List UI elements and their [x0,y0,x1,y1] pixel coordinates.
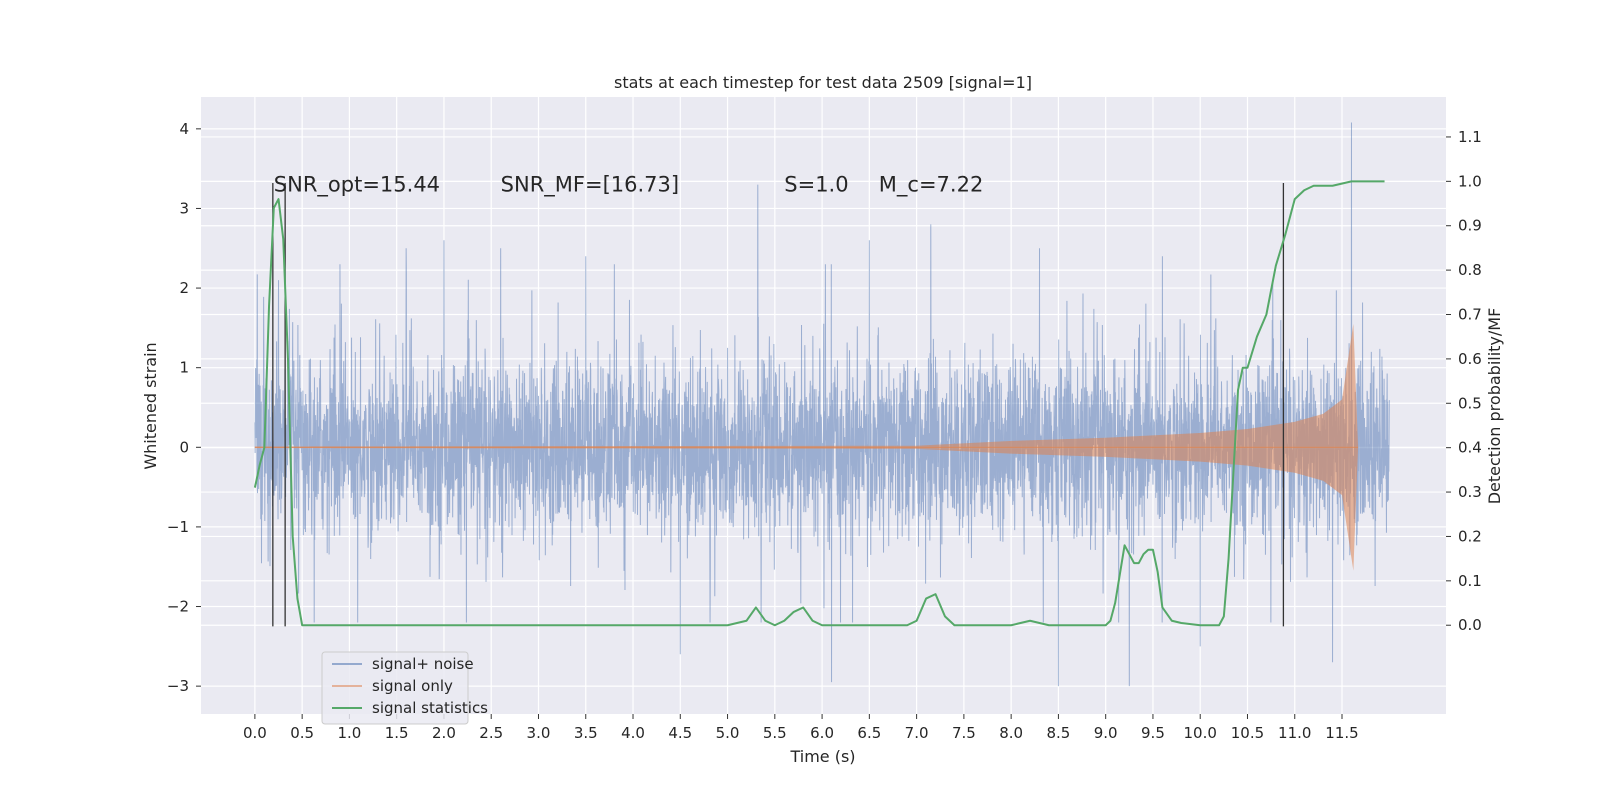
x-tick-label: 5.0 [716,724,740,742]
x-tick-label: 9.0 [1094,724,1118,742]
x-tick-label: 10.5 [1231,724,1264,742]
x-tick-label: 2.5 [479,724,503,742]
y-tick-label: 2 [179,279,189,297]
annotation-s-value: S=1.0 [784,173,848,197]
y-right-tick-label: 0.0 [1458,616,1482,634]
grid-lines [201,97,1446,714]
x-tick-label: 6.5 [857,724,881,742]
legend-label: signal+ noise [372,655,474,673]
series-signal-statistics [253,180,1385,627]
y-right-tick-label: 0.7 [1458,306,1482,324]
x-tick-label: 6.0 [810,724,834,742]
x-tick-label: 5.5 [763,724,787,742]
x-tick-label: 11.0 [1278,724,1311,742]
x-tick-label: 8.0 [999,724,1023,742]
series-signal-noise [254,122,1390,687]
vertical-markers [272,182,1285,627]
y-right-tick-label: 0.8 [1458,261,1482,279]
y-axis-label-right: Detection probability/MF [1485,308,1504,505]
y-right-tick-label: 1.0 [1458,172,1482,190]
legend-label: signal statistics [372,699,488,717]
signal-noise-line [254,122,1390,687]
y-right-tick-label: 0.5 [1458,394,1482,412]
y-right-tick-label: 0.4 [1458,439,1482,457]
x-tick-label: 11.5 [1325,724,1358,742]
x-tick-label: 9.5 [1141,724,1165,742]
y-right-tick-label: 0.6 [1458,350,1482,368]
x-tick-label: 8.5 [1046,724,1070,742]
y-right-tick-label: 1.1 [1458,128,1482,146]
y-tick-label: 4 [179,120,189,138]
series-signal-only [254,323,1359,571]
x-tick-label: 2.0 [432,724,456,742]
legend: signal+ noise signal only signal statistic… [321,651,488,725]
annotation-snr-opt: SNR_opt=15.44 [274,173,440,198]
y-axis-label: Whitened strain [141,342,160,469]
x-tick-label: 0.5 [290,724,314,742]
y-right-tick-label: 0.1 [1458,572,1482,590]
y-tick-label: 0 [179,438,189,456]
x-tick-label: 1.0 [337,724,361,742]
annotation-mc-value: M_c=7.22 [879,173,984,198]
x-axis-label: Time (s) [789,747,855,766]
chart-title: stats at each timestep for test data 250… [614,73,1032,92]
y-tick-label: −2 [167,598,189,616]
y-axis-ticks-left: −3 −2 −1 0 1 2 3 4 [167,120,201,695]
annotation-snr-mf: SNR_MF=[16.73] [501,173,679,198]
y-right-tick-label: 0.3 [1458,483,1482,501]
y-tick-label: −3 [167,677,189,695]
x-tick-label: 1.5 [385,724,409,742]
x-tick-label: 10.0 [1184,724,1217,742]
legend-label: signal only [372,677,453,695]
annotations: SNR_opt=15.44 SNR_MF=[16.73] S=1.0 M_c=7.22 [274,173,984,198]
x-tick-label: 0.0 [243,724,267,742]
x-axis-ticks: 0.0 0.5 1.0 1.5 2.0 2.5 3.0 3.5 4.0 4.5 5.0 5.5 6.0 6… [243,714,1359,742]
x-tick-label: 3.5 [574,724,598,742]
x-tick-label: 7.5 [952,724,976,742]
y-tick-label: −1 [167,518,189,536]
x-tick-label: 4.5 [668,724,692,742]
signal-statistics-line [253,180,1385,627]
y-tick-label: 3 [179,199,189,217]
y-right-tick-label: 0.2 [1458,527,1482,545]
y-right-tick-label: 0.9 [1458,217,1482,235]
y-tick-label: 1 [179,359,189,377]
x-tick-label: 3.0 [527,724,551,742]
x-tick-label: 7.0 [905,724,929,742]
y-axis-ticks-right: 0.0 0.1 0.2 0.3 0.4 0.5 0.6 0.7 0.8 0.9 1.0 1.1 [1446,128,1482,634]
legend-box [321,651,469,725]
x-tick-label: 4.0 [621,724,645,742]
